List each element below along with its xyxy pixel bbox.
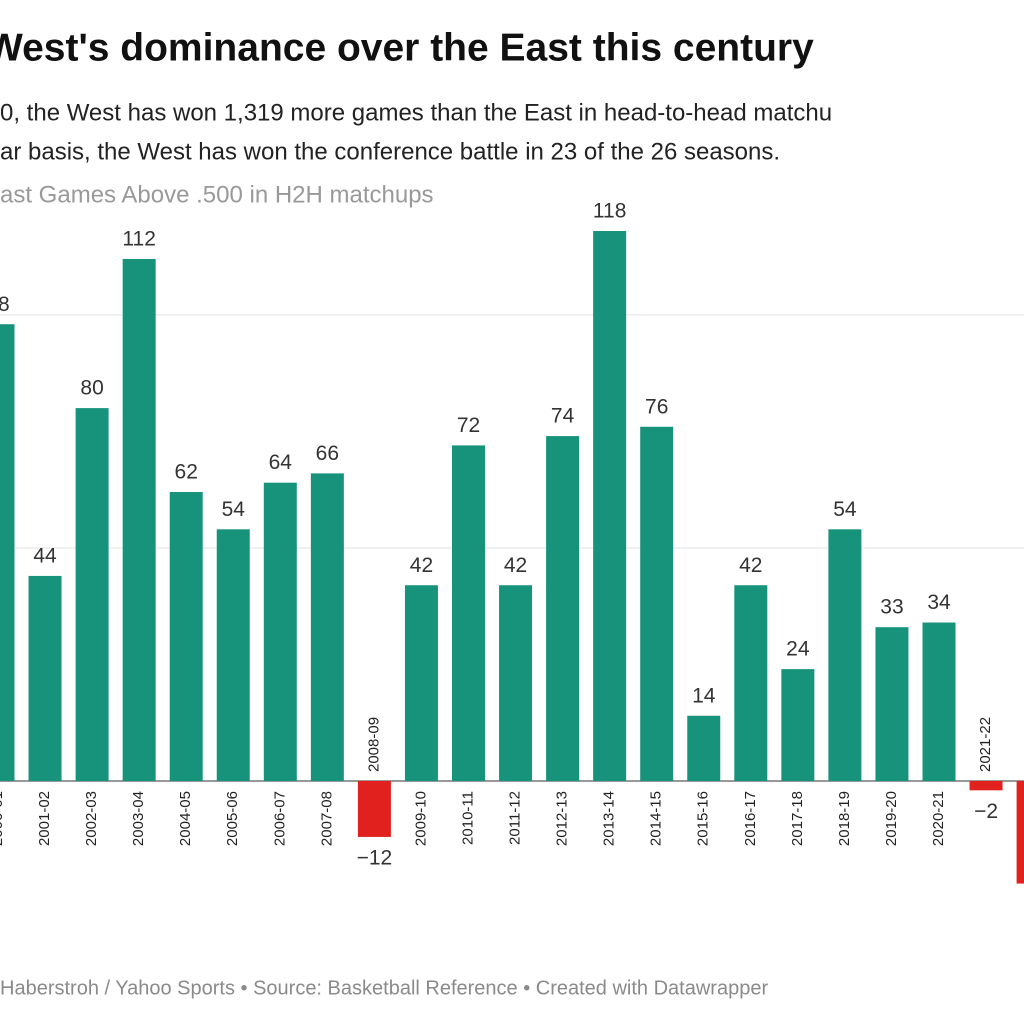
bar [28,575,62,781]
value-label: 42 [410,554,433,577]
x-tick-label: 2015-16 [695,791,712,846]
value-label: −2 [974,800,998,823]
bar [687,715,721,781]
value-label: 54 [833,498,857,521]
bar [310,473,344,781]
bar [781,669,815,781]
x-tick-label: 2011-12 [507,791,524,845]
subtitle: 0, the West has won 1,319 more games tha… [0,99,832,126]
x-tick-label: 2010-11 [459,791,476,845]
x-tick-label: 2020-21 [930,791,947,846]
value-label: 112 [122,228,155,251]
bar [969,781,1003,791]
footer: Haberstroh / Yahoo Sports • Source: Bask… [0,977,768,999]
value-label: 44 [33,544,57,567]
x-tick-label: 2012-13 [554,791,571,846]
bar [1016,781,1024,884]
value-label: 118 [593,200,626,223]
chart-title: West's dominance over the East this cent… [0,26,814,69]
x-tick-label: 2002-03 [83,791,100,846]
x-tick-label: 2018-19 [836,791,853,846]
x-tick-label: 2019-20 [883,791,900,846]
value-label: −12 [357,846,393,869]
x-tick-label: 2007-08 [318,791,335,846]
bar [546,436,580,781]
value-label: 33 [880,596,903,619]
value-label: 66 [316,442,339,465]
bar [122,258,156,782]
value-label: 14 [692,684,716,707]
x-tick-label: 2014-15 [648,791,665,846]
x-tick-label: 2008-09 [365,717,382,772]
x-tick-label: 2000-01 [0,791,6,846]
x-tick-label: 2009-10 [412,791,429,846]
value-label: 80 [80,377,103,400]
subtitle: ar basis, the West has won the conferenc… [0,138,780,165]
value-label: 54 [222,498,246,521]
value-label: 72 [457,414,480,437]
bar [593,231,627,781]
x-tick-label: 2013-14 [601,791,618,846]
value-label: 24 [786,638,810,661]
bar [828,529,862,781]
bar [169,492,203,781]
bar [499,585,533,781]
value-label: 64 [269,451,293,474]
value-label: 42 [504,554,527,577]
bar [0,324,15,781]
bar [922,622,956,781]
x-tick-label: 2005-06 [224,791,241,846]
value-label: 76 [645,395,668,418]
value-label: 42 [739,554,762,577]
bar [357,781,391,837]
y-axis-label: ast Games Above .500 in H2H matchups [0,181,434,208]
value-label: 34 [927,591,951,614]
x-tick-label: 2003-04 [130,791,147,846]
x-tick-label: 2006-07 [271,791,288,846]
x-tick-label: 2017-18 [789,791,806,846]
bar [216,529,250,781]
x-tick-label: 2001-02 [36,791,53,846]
x-tick-label: 2004-05 [177,791,194,846]
bar [452,445,485,781]
x-tick-label: 2016-17 [742,791,759,846]
x-tick-label: 2021-22 [977,717,994,772]
bar [734,585,768,781]
bar [640,426,674,781]
value-label: 98 [0,293,10,316]
value-label: 62 [175,461,198,484]
bar [404,585,438,781]
bar [875,627,909,781]
value-label: 74 [551,405,575,428]
bar [263,482,297,781]
bar [75,408,109,781]
